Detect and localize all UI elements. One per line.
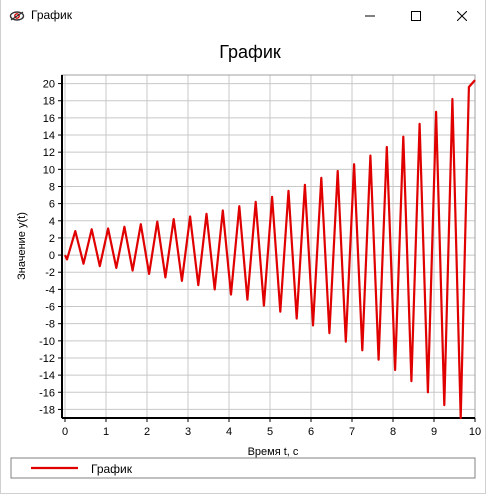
x-tick-label: 1 [103, 426, 109, 438]
y-tick-label: -10 [39, 336, 55, 348]
y-tick-label: 2 [49, 233, 55, 245]
window-title: График [31, 8, 72, 22]
y-tick-label: 18 [43, 96, 55, 108]
y-tick-label: 0 [49, 250, 55, 262]
y-tick-label: -2 [45, 267, 55, 279]
y-tick-label: 14 [43, 130, 55, 142]
y-tick-label: 6 [49, 199, 55, 211]
x-tick-label: 0 [62, 426, 68, 438]
x-tick-label: 4 [226, 426, 232, 438]
legend-box [10, 457, 476, 479]
y-tick-label: -14 [39, 370, 55, 382]
chart-app-icon [9, 11, 25, 21]
legend-label: График [91, 462, 133, 476]
chart-title: График [219, 42, 281, 62]
y-tick-label: -8 [45, 319, 55, 331]
y-tick-label: -18 [39, 404, 55, 416]
close-button[interactable] [439, 0, 485, 32]
maximize-icon [411, 11, 421, 21]
y-tick-label: 4 [49, 216, 55, 228]
y-tick-label: 16 [43, 113, 55, 125]
y-tick-label: -16 [39, 387, 55, 399]
title-bar[interactable]: График [1, 0, 485, 32]
minimize-icon [365, 15, 375, 17]
y-tick-label: -12 [39, 353, 55, 365]
series-line [64, 79, 476, 420]
chart-area: График -18 -16 -14 -12 -10 -8 -6 -4 -2 0 2 4 6 8 10 12 1… [1, 32, 485, 494]
x-tick-label: 5 [267, 426, 273, 438]
y-tick-label: 8 [49, 181, 55, 193]
x-tick-label: 7 [349, 426, 355, 438]
close-icon [457, 11, 467, 21]
x-tick-label: 3 [185, 426, 191, 438]
y-tick-label: 20 [43, 79, 55, 91]
x-tick-label: 8 [390, 426, 396, 438]
y-tick-label: -6 [45, 302, 55, 314]
x-tick-labels: 0 1 2 3 4 5 6 7 8 9 10 [62, 418, 481, 438]
line-chart: График -18-16-14-12-10-8-6-4-20246810121… [10, 42, 481, 479]
y-tick-label: -4 [45, 284, 55, 296]
x-tick-label: 9 [431, 426, 437, 438]
x-tick-label: 10 [469, 426, 481, 438]
x-tick-label: 2 [144, 426, 150, 438]
legend: График [10, 457, 476, 479]
y-tick-labels: -18 -16 -14 -12 -10 -8 -6 -4 -2 0 2 4 6 8 10 12 14 16 18 20 [39, 79, 62, 416]
maximize-button[interactable] [393, 0, 439, 32]
x-tick-label: 6 [308, 426, 314, 438]
x-axis-label: Время t, с [248, 446, 299, 458]
minimize-button[interactable] [347, 0, 393, 32]
y-tick-label: 12 [43, 147, 55, 159]
y-axis-label: Значение y(t) [16, 212, 28, 280]
y-tick-label: 10 [43, 164, 55, 176]
